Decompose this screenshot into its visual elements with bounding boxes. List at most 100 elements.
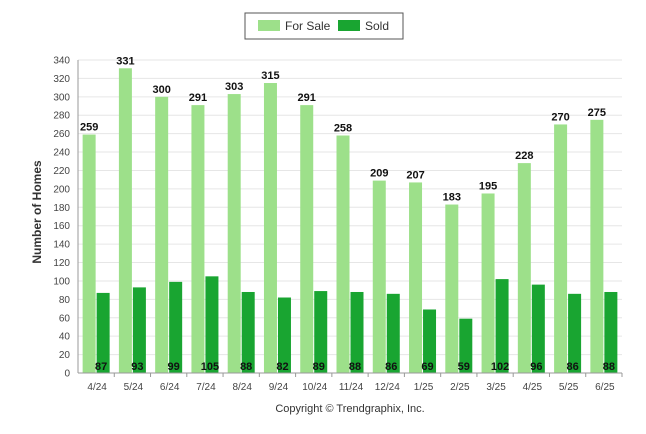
data-label-sold: 87 — [95, 361, 107, 373]
grid-lines — [78, 59, 622, 356]
bar-for-sale — [300, 105, 314, 373]
data-label-sold: 93 — [131, 361, 143, 373]
data-label-for-sale: 303 — [225, 81, 243, 93]
data-label-for-sale: 183 — [443, 192, 461, 204]
x-tick-label: 12/24 — [375, 382, 400, 393]
bar-for-sale — [554, 124, 568, 373]
data-label-sold: 86 — [566, 361, 578, 373]
legend: For Sale Sold — [244, 12, 404, 40]
x-tick-label: 10/24 — [302, 382, 327, 393]
bar-for-sale — [517, 163, 531, 373]
bar-sold — [277, 297, 291, 373]
bar-sold — [205, 276, 219, 373]
data-label-for-sale: 300 — [152, 84, 170, 96]
data-label-sold: 88 — [240, 361, 252, 373]
data-label-sold: 86 — [385, 361, 397, 373]
y-tick-label: 260 — [53, 129, 70, 140]
data-label-for-sale: 228 — [515, 150, 533, 162]
bar-sold — [386, 293, 400, 373]
bar-for-sale — [118, 68, 132, 374]
legend-swatch-sold — [338, 20, 360, 31]
bar-for-sale — [372, 180, 386, 373]
bar-sold — [531, 284, 545, 373]
y-tick-label: 240 — [53, 148, 70, 159]
x-tick-label: 5/24 — [124, 382, 144, 393]
bar-sold — [169, 281, 183, 373]
x-tick-label: 7/24 — [196, 382, 216, 393]
data-label-sold: 89 — [313, 361, 325, 373]
y-tick-label: 300 — [53, 92, 70, 103]
y-tick-label: 100 — [53, 276, 70, 287]
y-tick-label: 0 — [64, 369, 70, 380]
data-label-for-sale: 209 — [370, 168, 388, 180]
bar-sold — [96, 292, 110, 373]
y-tick-label: 120 — [53, 258, 70, 269]
data-label-sold: 69 — [421, 361, 433, 373]
data-label-sold: 99 — [168, 361, 180, 373]
legend-swatch-for-sale — [258, 20, 280, 31]
bar-for-sale — [409, 182, 423, 373]
data-label-sold: 105 — [201, 361, 219, 373]
bar-for-sale — [481, 193, 495, 373]
y-tick-label: 160 — [53, 221, 70, 232]
legend-label-sold: Sold — [365, 19, 389, 33]
y-tick-label: 320 — [53, 74, 70, 85]
bar-sold — [350, 291, 364, 373]
y-tick-label: 200 — [53, 184, 70, 195]
x-tick-label: 4/24 — [87, 382, 107, 393]
bar-sold — [459, 318, 473, 373]
y-tick-label: 80 — [59, 295, 71, 306]
data-label-sold: 88 — [603, 361, 615, 373]
x-tick-label: 4/25 — [523, 382, 543, 393]
bars — [82, 68, 618, 374]
bar-for-sale — [445, 204, 459, 373]
bar-sold — [604, 291, 618, 373]
y-tick-label: 180 — [53, 203, 70, 214]
bar-sold — [495, 279, 509, 373]
data-label-sold: 82 — [276, 361, 288, 373]
x-tick-label: 5/25 — [559, 382, 579, 393]
data-label-for-sale: 275 — [588, 107, 606, 119]
y-tick-label: 340 — [53, 56, 70, 67]
data-label-sold: 102 — [491, 361, 509, 373]
copyright-text: Copyright © Trendgraphix, Inc. — [275, 403, 424, 415]
data-label-for-sale: 195 — [479, 180, 497, 192]
bar-for-sale — [82, 134, 96, 373]
bar-for-sale — [191, 105, 205, 373]
data-label-for-sale: 331 — [116, 55, 134, 67]
bar-for-sale — [263, 83, 277, 373]
axes: 0 20 40 60 80 100 120 140 160 180 200 220 240 260 280 3… — [53, 56, 623, 393]
x-tick-label: 6/25 — [595, 382, 615, 393]
data-label-for-sale: 315 — [261, 70, 279, 82]
bar-for-sale — [336, 135, 350, 373]
bar-for-sale — [590, 119, 604, 374]
data-label-for-sale: 258 — [334, 122, 352, 134]
x-tick-label: 11/24 — [339, 382, 364, 393]
y-tick-label: 220 — [53, 166, 70, 177]
data-label-sold: 96 — [530, 361, 542, 373]
data-label-sold: 59 — [458, 361, 470, 373]
bar-sold — [423, 309, 437, 373]
x-tick-label: 9/24 — [269, 382, 289, 393]
x-tick-label: 1/25 — [414, 382, 434, 393]
y-tick-label: 280 — [53, 111, 70, 122]
data-label-for-sale: 259 — [80, 122, 98, 134]
x-tick-label: 2/25 — [450, 382, 470, 393]
bar-sold — [132, 287, 146, 373]
bar-for-sale — [227, 94, 241, 373]
legend-label-for-sale: For Sale — [285, 19, 331, 33]
bar-for-sale — [155, 96, 169, 373]
y-tick-label: 20 — [59, 350, 71, 361]
bar-sold — [568, 293, 582, 373]
y-tick-label: 40 — [59, 332, 71, 343]
x-tick-label: 8/24 — [232, 382, 252, 393]
bar-sold — [241, 291, 255, 373]
data-label-sold: 88 — [349, 361, 361, 373]
data-label-for-sale: 270 — [551, 111, 569, 123]
y-tick-label: 60 — [59, 313, 71, 324]
data-label-for-sale: 291 — [189, 92, 207, 104]
data-labels: 259 87 331 93 300 99 291 105 303 88 315 82 291 89 258 8… — [80, 55, 615, 373]
bar-sold — [314, 291, 328, 373]
x-tick-label: 6/24 — [160, 382, 180, 393]
